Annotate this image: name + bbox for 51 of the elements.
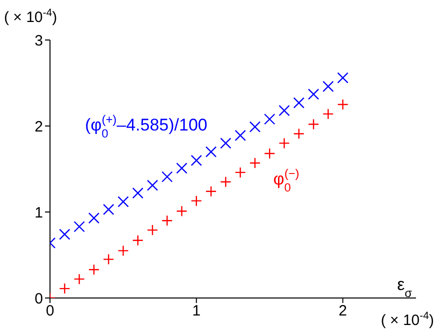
- y-tick-label: 0: [34, 290, 43, 308]
- point: [118, 245, 129, 256]
- point: [249, 121, 261, 132]
- point: [264, 114, 276, 125]
- point: [205, 146, 217, 158]
- point: [162, 171, 173, 182]
- point: [132, 187, 144, 199]
- point: [102, 204, 114, 216]
- point: [234, 166, 246, 178]
- point: [264, 148, 276, 160]
- point: [162, 215, 173, 226]
- point: [234, 130, 246, 142]
- x-tick-label: 0: [46, 302, 54, 320]
- point: [102, 254, 114, 265]
- point: [220, 138, 232, 149]
- point: [88, 264, 100, 276]
- point: [220, 176, 232, 188]
- point: [146, 224, 158, 236]
- point: [190, 195, 202, 206]
- point: [249, 157, 261, 169]
- point: [88, 212, 100, 224]
- x-tick-label: 2: [338, 302, 347, 320]
- point: [59, 282, 70, 294]
- point: [337, 98, 348, 110]
- y-tick-label: 2: [34, 118, 43, 136]
- point: [308, 88, 320, 100]
- y-tick-label: 1: [34, 204, 43, 222]
- y-axis-title: ( × 10$^{-4}$): [4, 7, 58, 26]
- point: [322, 80, 334, 92]
- point: [176, 206, 188, 217]
- point: [176, 162, 188, 174]
- point: [337, 72, 348, 84]
- point: [278, 104, 290, 116]
- point: [293, 97, 304, 108]
- text: ( × 10$^{-4}$): [380, 310, 434, 329]
- x-axis-title: ε$_{σ}$: [397, 275, 413, 300]
- point: [205, 186, 217, 197]
- series-label: (φ$_{0}$$^{(+)}$–4.585)/100: [84, 112, 208, 140]
- point: [308, 118, 320, 130]
- y-tick-label: 3: [34, 32, 43, 50]
- point: [74, 273, 85, 285]
- point: [132, 234, 144, 246]
- point: [322, 108, 334, 120]
- x-tick-label: 1: [192, 302, 201, 320]
- point: [293, 128, 304, 140]
- point: [74, 221, 85, 232]
- point: [146, 180, 158, 191]
- point: [118, 196, 129, 208]
- point: [190, 154, 202, 166]
- point: [59, 228, 70, 240]
- point: [278, 138, 290, 149]
